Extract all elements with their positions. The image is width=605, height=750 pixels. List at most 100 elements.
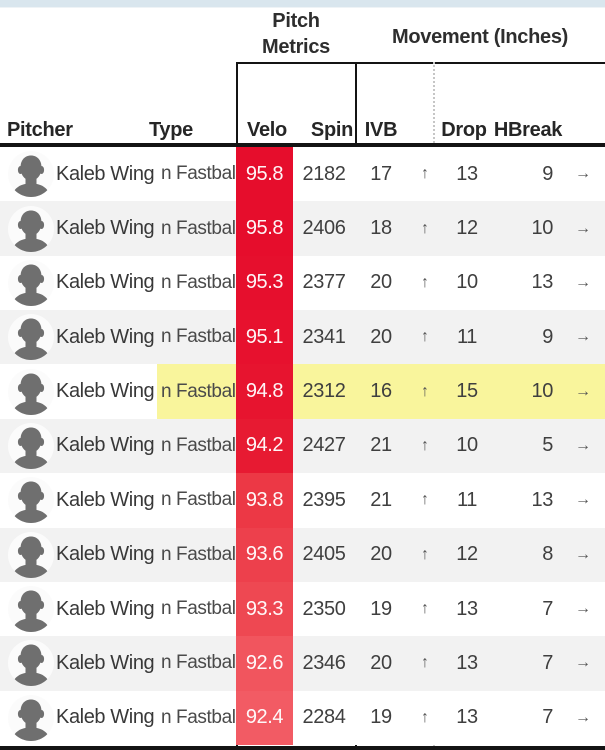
pitcher-cell: Kaleb Wing [0,582,157,636]
spin-value: 2312 [302,380,346,403]
spin-value: 2395 [302,488,346,511]
group-header-line2: Metrics [262,36,330,58]
pitch-type-label: n Fastball [161,326,240,348]
column-header-spin[interactable]: Spin [310,119,354,141]
drop-cell: 11 [434,310,500,364]
velo-value: 94.2 [245,434,284,457]
spin-cell: 2182 [293,147,355,201]
pitch-type-label: n Fastball [161,380,240,402]
drop-value: 13 [456,162,478,185]
pitcher-name: Kaleb Wing [56,597,155,620]
hbreak-value: 10 [531,380,554,403]
up-arrow-icon: ↑ [421,491,429,509]
hbreak-value: 13 [531,271,554,294]
drop-cell: 13 [434,691,500,745]
column-header-pitcher[interactable]: Pitcher [7,119,73,141]
velo-cell: 95.3 [236,255,293,311]
table-body: Kaleb Wing n Fastball 95.8 2182 17 ↑ 13 … [0,147,605,745]
drop-value: 10 [456,434,478,457]
ivb-cell: 20 ↑ [355,310,434,364]
table-row[interactable]: Kaleb Wing n Fastball 92.6 2346 20 ↑ 13 … [0,636,605,691]
spin-cell: 2284 [293,691,355,745]
drop-value: 13 [456,706,478,729]
drop-cell: 11 [434,473,500,527]
pitch-type-cell: n Fastball [157,691,240,745]
velo-cell: 95.8 [236,201,293,256]
group-header-line1: Pitch [272,10,320,32]
table-row[interactable]: Kaleb Wing n Fastball 94.2 2427 21 ↑ 10 … [0,418,605,474]
pitcher-name: Kaleb Wing [56,651,155,674]
spin-cell: 2350 [293,582,355,636]
right-arrow-icon: → [575,436,591,454]
right-arrow-icon: → [575,600,591,618]
pitch-type-label: n Fastball [161,598,240,620]
drop-value: 12 [456,543,478,566]
header-underline [0,143,605,147]
spin-cell: 2341 [293,310,355,364]
pitch-type-cell: n Fastball [157,310,240,364]
table-row[interactable]: Kaleb Wing n Fastball 92.4 2284 19 ↑ 13 … [0,690,605,745]
table-row[interactable]: Kaleb Wing n Fastball 93.8 2395 21 ↑ 11 … [0,473,605,528]
pitch-metrics-group-header: Pitch Metrics [237,8,355,60]
player-avatar-icon [8,586,54,633]
movement-group-header: Movement (Inches) [391,26,569,48]
drop-cell: 13 [434,582,500,636]
ivb-value: 20 [370,271,392,294]
spin-value: 2284 [302,706,346,729]
pitch-type-cell: n Fastball [157,528,240,582]
up-arrow-icon: ↑ [421,708,429,726]
spin-value: 2350 [302,597,346,620]
pitch-type-label: n Fastball [161,543,240,565]
hbreak-value: 7 [542,651,553,674]
pitcher-name: Kaleb Wing [56,162,155,185]
velo-cell: 94.2 [236,418,293,474]
velo-cell: 92.6 [236,636,293,691]
column-header-velo[interactable]: Velo [247,119,287,141]
velo-value: 93.3 [245,597,284,620]
up-arrow-icon: ↑ [421,165,429,183]
spin-cell: 2346 [293,636,355,690]
hbreak-cell: 9 → [500,147,605,201]
player-avatar-icon [8,151,54,198]
hbreak-cell: 8 → [500,528,605,582]
hbreak-cell: 9 → [500,310,605,364]
spin-value: 2182 [302,162,346,185]
column-header-drop[interactable]: Drop [441,119,487,141]
column-header-type[interactable]: Type [149,119,193,141]
table-row[interactable]: Kaleb Wing n Fastball 95.8 2182 17 ↑ 13 … [0,147,605,202]
pitcher-cell: Kaleb Wing [0,691,157,745]
ivb-value: 19 [370,597,392,620]
player-avatar-icon [8,422,54,469]
right-arrow-icon: → [575,328,591,346]
table-row[interactable]: Kaleb Wing n Fastball 93.6 2405 20 ↑ 12 … [0,527,605,582]
player-avatar-icon [8,205,54,252]
table-row[interactable]: Kaleb Wing n Fastball 95.8 2406 18 ↑ 12 … [0,201,605,256]
drop-value: 12 [456,217,478,240]
table-row[interactable]: Kaleb Wing n Fastball 95.3 2377 20 ↑ 10 … [0,255,605,311]
ivb-value: 20 [370,651,392,674]
table-row[interactable]: Kaleb Wing n Fastball 94.8 2312 16 ↑ 15 … [0,364,605,419]
pitch-type-cell: n Fastball [157,364,240,419]
hbreak-value: 13 [531,488,554,511]
table-row[interactable]: Kaleb Wing n Fastball 95.1 2341 20 ↑ 11 … [0,310,605,365]
pitcher-cell: Kaleb Wing [0,364,157,418]
ivb-cell: 21 ↑ [355,419,434,473]
pitcher-cell: Kaleb Wing [0,419,157,473]
pitcher-name: Kaleb Wing [56,325,155,348]
right-arrow-icon: → [575,219,591,237]
table-row[interactable]: Kaleb Wing n Fastball 93.3 2350 19 ↑ 13 … [0,581,605,637]
spin-cell: 2405 [293,528,355,582]
pitcher-cell: Kaleb Wing [0,310,157,364]
column-header-ivb[interactable]: IVB [364,119,398,141]
hbreak-cell: 5 → [500,419,605,473]
pitch-type-cell: n Fastball [157,201,240,255]
table-bottom-border [0,746,605,750]
spin-value: 2406 [302,217,346,240]
column-header-hbreak[interactable]: HBreak [493,119,563,141]
hbreak-value: 9 [542,325,553,348]
pitch-type-label: n Fastball [161,489,240,511]
right-arrow-icon: → [575,654,591,672]
velo-value: 95.8 [245,162,284,185]
drop-value: 13 [456,651,478,674]
